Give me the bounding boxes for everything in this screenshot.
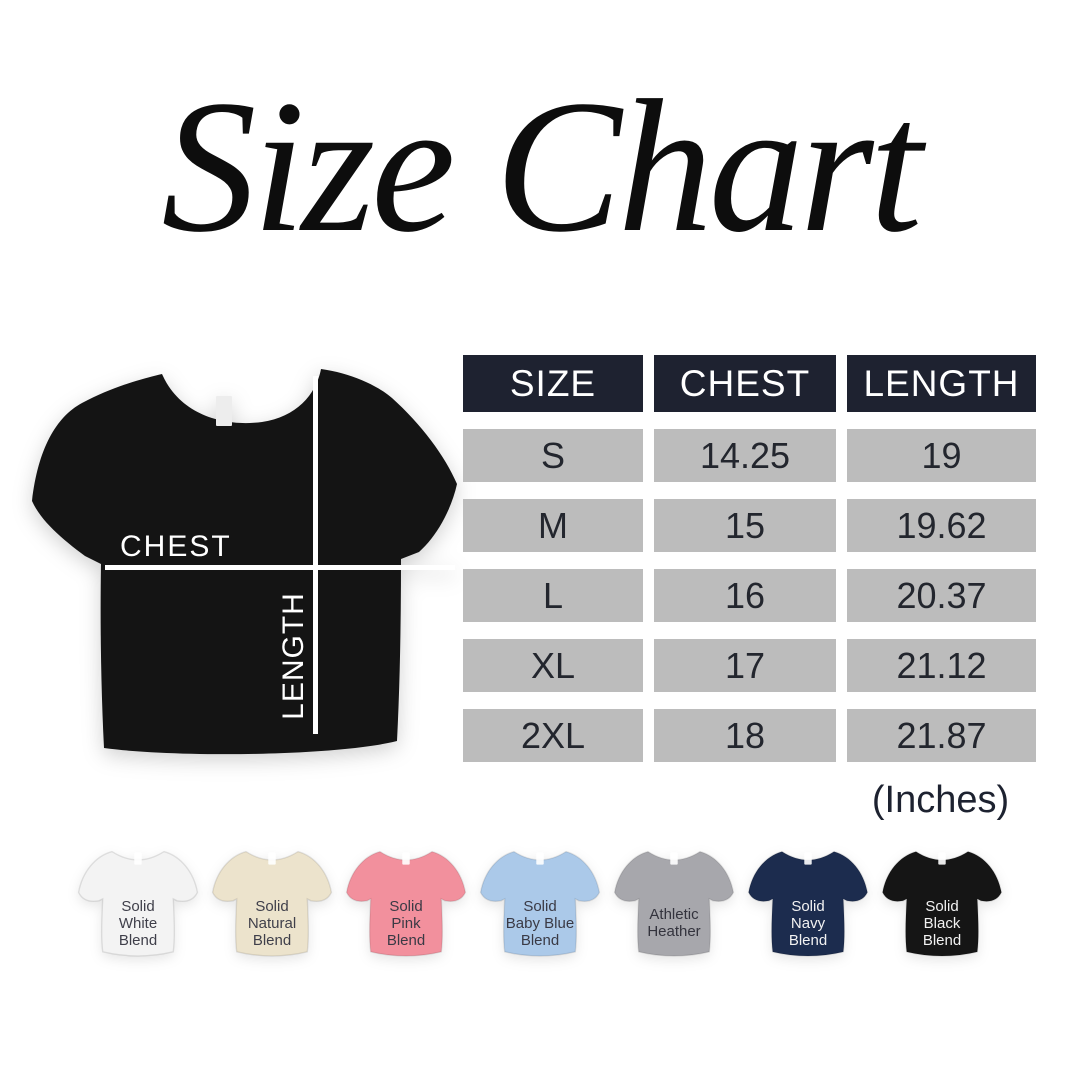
- swatch-label: Solid Natural Blend: [247, 897, 297, 949]
- table-cell: 19: [847, 429, 1036, 482]
- swatch-solid-navy-blend: Solid Navy Blend: [741, 838, 875, 978]
- swatch-solid-pink-blend: Solid Pink Blend: [339, 838, 473, 978]
- table-cell: 21.87: [847, 709, 1036, 762]
- table-cell: S: [463, 429, 643, 482]
- table-cell: 18: [654, 709, 836, 762]
- table-cell: 2XL: [463, 709, 643, 762]
- swatch-label: Solid White Blend: [118, 897, 158, 949]
- shirt-measurement-diagram: CHEST LENGTH: [32, 369, 457, 755]
- table-cell: XL: [463, 639, 643, 692]
- swatch-label: Solid Baby Blue Blend: [505, 897, 575, 949]
- swatch-label: Solid Pink Blend: [386, 897, 426, 949]
- table-cell: M: [463, 499, 643, 552]
- chest-measure-label: CHEST: [120, 530, 232, 563]
- table-cell: 21.12: [847, 639, 1036, 692]
- size-table: SIZE CHEST LENGTH S 14.25 19 M 15 19.62 …: [463, 355, 1036, 762]
- page-title: Size Chart: [161, 62, 922, 272]
- swatch-label: Solid Navy Blend: [788, 897, 828, 949]
- units-note: (Inches): [871, 779, 1010, 821]
- table-cell: 16: [654, 569, 836, 622]
- table-cell: 15: [654, 499, 836, 552]
- table-header-length: LENGTH: [847, 355, 1036, 412]
- neck-tag: [216, 396, 232, 426]
- color-swatches-row: Solid White Blend Solid Natural Blend So…: [0, 838, 1080, 978]
- length-measure-label: LENGTH: [277, 592, 310, 720]
- table-cell: 17: [654, 639, 836, 692]
- table-cell: 14.25: [654, 429, 836, 482]
- table-cell: 20.37: [847, 569, 1036, 622]
- table-cell: L: [463, 569, 643, 622]
- length-measure-line: [313, 376, 318, 734]
- swatch-label: Solid Black Blend: [922, 897, 962, 949]
- swatch-solid-white-blend: Solid White Blend: [71, 838, 205, 978]
- swatch-solid-baby-blue-blend: Solid Baby Blue Blend: [473, 838, 607, 978]
- swatch-solid-black-blend: Solid Black Blend: [875, 838, 1009, 978]
- swatch-athletic-heather: Athletic Heather: [607, 838, 741, 978]
- swatch-label: Athletic Heather: [647, 906, 701, 940]
- table-header-size: SIZE: [463, 355, 643, 412]
- chest-measure-line: [105, 565, 455, 570]
- shirt-silhouette: [32, 369, 457, 755]
- swatch-solid-natural-blend: Solid Natural Blend: [205, 838, 339, 978]
- table-header-chest: CHEST: [654, 355, 836, 412]
- table-cell: 19.62: [847, 499, 1036, 552]
